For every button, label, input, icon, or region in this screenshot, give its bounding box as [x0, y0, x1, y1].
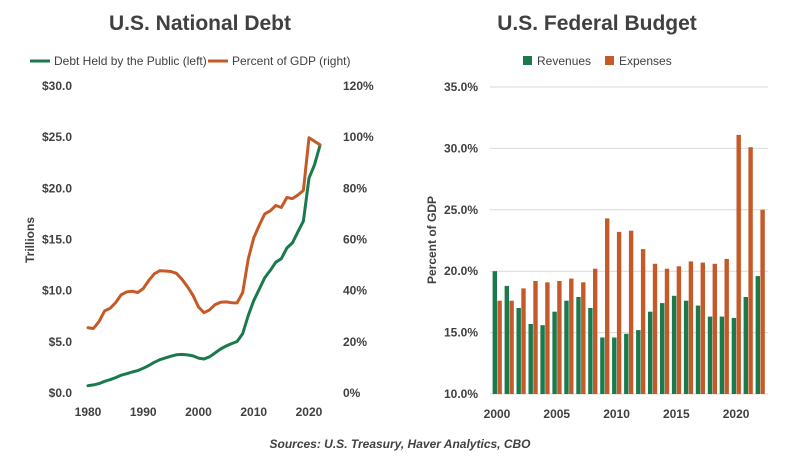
- left-y-tick-label: $25.0: [42, 130, 72, 144]
- right-chart-ticks: 10.0% 15.0% 20.0% 25.0% 30.0% 35.0% 2000 2005 20…: [444, 80, 750, 421]
- percent-of-gdp-line: [86, 136, 322, 330]
- revenue-bar: [671, 295, 677, 394]
- left-y-axis-label: Trillions: [23, 217, 37, 263]
- left-chart-ticks: $0.0 $5.0 $10.0 $15.0 $20.0 $25.0 $30.0 0% 20% 40…: [42, 79, 374, 419]
- expense-bar: [664, 268, 670, 394]
- expense-bar: [509, 300, 514, 394]
- expense-bar: [569, 278, 574, 394]
- expense-bar: [545, 282, 550, 394]
- budget-y-tick-label: 20.0%: [444, 264, 478, 278]
- revenue-bar: [492, 271, 497, 394]
- expense-bar: [616, 231, 622, 394]
- x-tick-label: 1990: [130, 405, 157, 419]
- left-chart-title: U.S. National Debt: [109, 12, 291, 35]
- budget-x-tick-label: 2000: [484, 407, 511, 421]
- revenue-bar: [648, 311, 653, 394]
- budget-y-tick-label: 35.0%: [444, 80, 478, 94]
- revenue-bar: [743, 297, 748, 394]
- left-y-tick-label: $10.0: [42, 284, 72, 298]
- budget-y-tick-label: 10.0%: [444, 387, 478, 401]
- budget-x-tick-label: 2020: [723, 407, 750, 421]
- legend-label-revenues: Revenues: [537, 54, 591, 68]
- legend-swatch-revenues: [523, 56, 532, 65]
- revenue-bar: [612, 337, 617, 394]
- revenue-bar: [624, 333, 629, 394]
- revenue-bar: [636, 330, 641, 394]
- revenue-bar: [719, 316, 725, 394]
- expense-bar: [497, 300, 502, 394]
- revenue-bar: [576, 297, 581, 394]
- expense-bar: [760, 209, 765, 394]
- budget-x-tick-label: 2015: [663, 407, 690, 421]
- right-y-axis-label: Percent of GDP: [425, 196, 439, 284]
- x-tick-label: 2000: [185, 405, 212, 419]
- revenue-bar: [588, 308, 593, 394]
- expense-bar: [533, 281, 538, 394]
- budget-y-tick-label: 15.0%: [444, 326, 478, 340]
- left-y-tick-label: $0.0: [49, 386, 73, 400]
- budget-x-tick-label: 2005: [543, 407, 570, 421]
- right-y-tick-label: 20%: [343, 335, 367, 349]
- expense-bar: [724, 258, 729, 394]
- legend-swatch-expenses: [605, 56, 614, 65]
- x-tick-label: 2010: [240, 405, 267, 419]
- revenue-bar: [731, 317, 737, 394]
- legend-label-debt: Debt Held by the Public (left): [54, 54, 207, 68]
- revenue-bar: [552, 311, 557, 394]
- revenue-bar: [600, 337, 605, 394]
- right-y-tick-label: 0%: [343, 386, 361, 400]
- expense-bar: [676, 266, 682, 394]
- revenue-bar: [528, 324, 533, 394]
- left-y-tick-label: $30.0: [42, 79, 72, 93]
- budget-y-tick-label: 30.0%: [444, 141, 478, 155]
- revenue-bar: [516, 308, 521, 394]
- right-y-tick-label: 60%: [343, 233, 367, 247]
- revenue-bar: [707, 316, 713, 394]
- revenue-bar: [755, 276, 760, 394]
- right-y-tick-label: 120%: [343, 79, 374, 93]
- revenue-bar: [660, 303, 665, 394]
- expense-bar: [700, 262, 705, 394]
- expense-bar: [581, 282, 586, 394]
- right-y-tick-label: 80%: [343, 181, 367, 195]
- expense-bar: [748, 147, 753, 394]
- expense-bar: [688, 261, 694, 394]
- legend-label-expenses: Expenses: [619, 54, 672, 68]
- right-y-tick-label: 40%: [343, 284, 367, 298]
- legend-label-pct-gdp: Percent of GDP (right): [232, 54, 351, 68]
- right-chart-bars: [492, 134, 765, 394]
- left-y-tick-label: $20.0: [42, 181, 72, 195]
- x-tick-label: 2020: [296, 405, 323, 419]
- right-chart-title: U.S. Federal Budget: [497, 12, 697, 35]
- expense-bar: [521, 288, 526, 394]
- revenue-bar: [683, 300, 689, 394]
- expense-bar: [640, 249, 646, 394]
- revenue-bar: [540, 325, 545, 394]
- left-y-tick-label: $15.0: [42, 233, 72, 247]
- right-y-tick-label: 100%: [343, 130, 374, 144]
- expense-bar: [652, 263, 658, 394]
- expense-bar: [605, 218, 610, 394]
- debt-held-by-public-line: [86, 143, 322, 388]
- expense-bar: [557, 281, 562, 394]
- expense-bar: [593, 268, 598, 394]
- budget-y-tick-label: 25.0%: [444, 203, 478, 217]
- expense-bar: [736, 134, 741, 394]
- expense-bar: [712, 263, 717, 394]
- budget-x-tick-label: 2010: [603, 407, 630, 421]
- source-note: Sources: U.S. Treasury, Haver Analytics,…: [270, 437, 532, 451]
- left-chart-lines: [86, 136, 322, 388]
- expense-bar: [628, 230, 634, 394]
- revenue-bar: [695, 305, 701, 394]
- revenue-bar: [504, 285, 509, 394]
- x-tick-label: 1980: [75, 405, 102, 419]
- left-y-tick-label: $5.0: [49, 335, 73, 349]
- revenue-bar: [564, 300, 569, 394]
